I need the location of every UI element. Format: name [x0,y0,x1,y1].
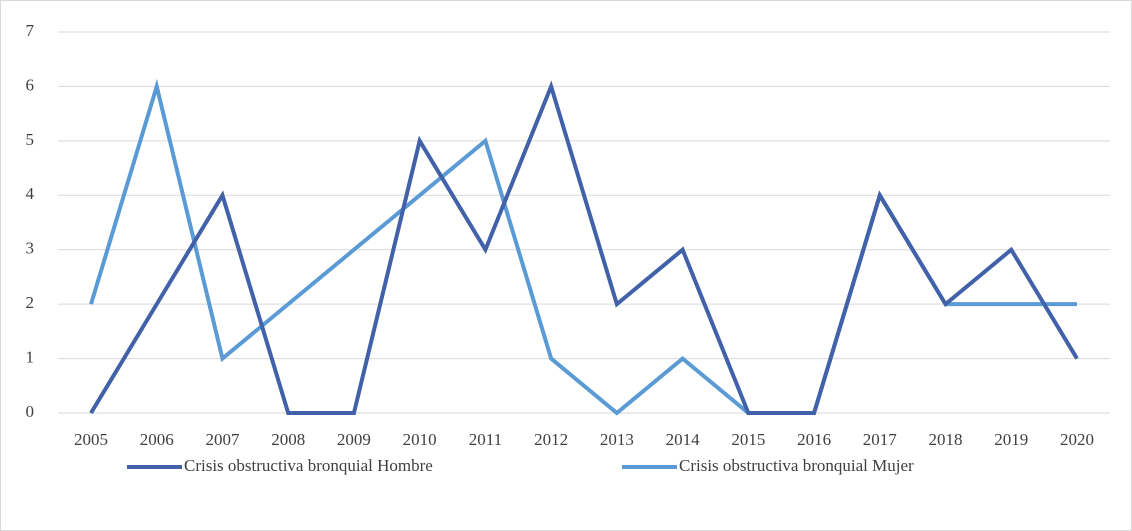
y-tick-label: 0 [26,402,35,421]
legend-label: Crisis obstructiva bronquial Mujer [679,456,914,475]
x-tick-label: 2011 [469,430,502,449]
x-tick-label: 2006 [140,430,174,449]
legend-label: Crisis obstructiva bronquial Hombre [184,456,433,475]
x-tick-label: 2013 [600,430,634,449]
x-tick-label: 2015 [731,430,765,449]
x-tick-label: 2016 [797,430,831,449]
y-tick-label: 4 [26,184,35,203]
x-tick-label: 2009 [337,430,371,449]
x-tick-label: 2012 [534,430,568,449]
y-tick-label: 2 [26,293,35,312]
x-tick-label: 2014 [666,430,701,449]
x-tick-label: 2019 [994,430,1028,449]
x-tick-label: 2007 [205,430,240,449]
series-line [89,80,1079,415]
x-tick-label: 2010 [403,430,437,449]
x-tick-label: 2020 [1060,430,1094,449]
x-tick-label: 2008 [271,430,305,449]
x-tick-label: 2005 [74,430,108,449]
y-tick-label: 1 [26,347,35,366]
y-tick-label: 6 [26,75,35,94]
x-tick-label: 2017 [863,430,898,449]
y-tick-label: 7 [26,21,35,40]
y-tick-label: 3 [26,239,35,258]
x-tick-label: 2018 [929,430,963,449]
y-tick-label: 5 [26,130,35,149]
